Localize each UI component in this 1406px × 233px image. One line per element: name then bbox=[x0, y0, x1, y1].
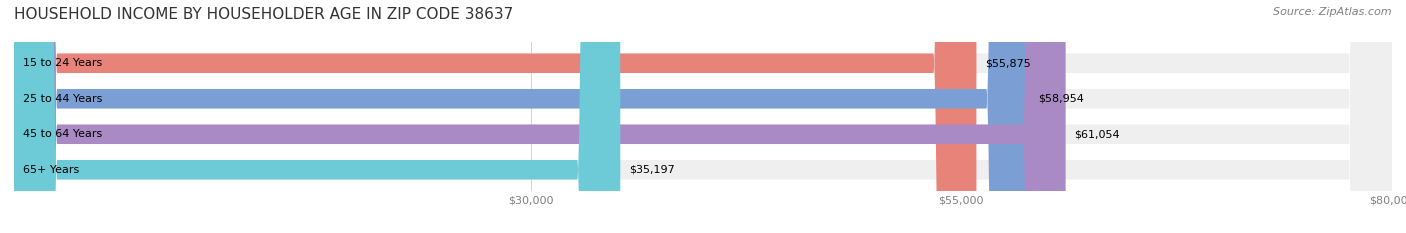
FancyBboxPatch shape bbox=[14, 0, 1029, 233]
Text: 15 to 24 Years: 15 to 24 Years bbox=[22, 58, 101, 68]
Text: $58,954: $58,954 bbox=[1038, 94, 1084, 104]
Text: 45 to 64 Years: 45 to 64 Years bbox=[22, 129, 101, 139]
FancyBboxPatch shape bbox=[14, 0, 1392, 233]
FancyBboxPatch shape bbox=[14, 0, 1066, 233]
Text: HOUSEHOLD INCOME BY HOUSEHOLDER AGE IN ZIP CODE 38637: HOUSEHOLD INCOME BY HOUSEHOLDER AGE IN Z… bbox=[14, 7, 513, 22]
Text: $55,875: $55,875 bbox=[986, 58, 1031, 68]
FancyBboxPatch shape bbox=[14, 0, 620, 233]
FancyBboxPatch shape bbox=[14, 0, 1392, 233]
Text: 65+ Years: 65+ Years bbox=[22, 165, 79, 175]
FancyBboxPatch shape bbox=[14, 0, 1392, 233]
Text: Source: ZipAtlas.com: Source: ZipAtlas.com bbox=[1274, 7, 1392, 17]
Text: 25 to 44 Years: 25 to 44 Years bbox=[22, 94, 103, 104]
FancyBboxPatch shape bbox=[14, 0, 976, 233]
FancyBboxPatch shape bbox=[14, 0, 1392, 233]
Text: $61,054: $61,054 bbox=[1074, 129, 1119, 139]
Text: $35,197: $35,197 bbox=[628, 165, 675, 175]
